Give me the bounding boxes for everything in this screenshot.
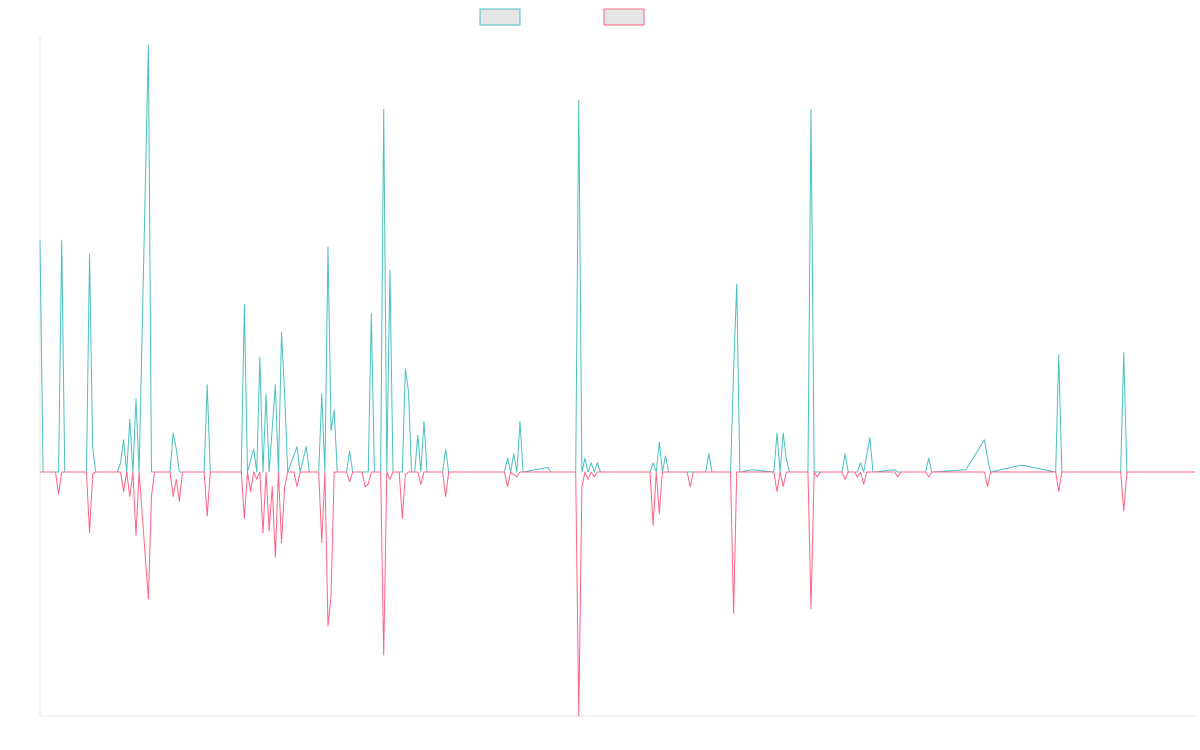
axes bbox=[39, 36, 1195, 717]
legend-swatch-1[interactable] bbox=[479, 8, 521, 26]
series-2-line bbox=[40, 471, 1195, 717]
legend-swatch-2[interactable] bbox=[603, 8, 645, 26]
series-layer bbox=[39, 44, 1195, 717]
series-1-line bbox=[39, 44, 1195, 473]
legend[interactable] bbox=[479, 8, 645, 26]
